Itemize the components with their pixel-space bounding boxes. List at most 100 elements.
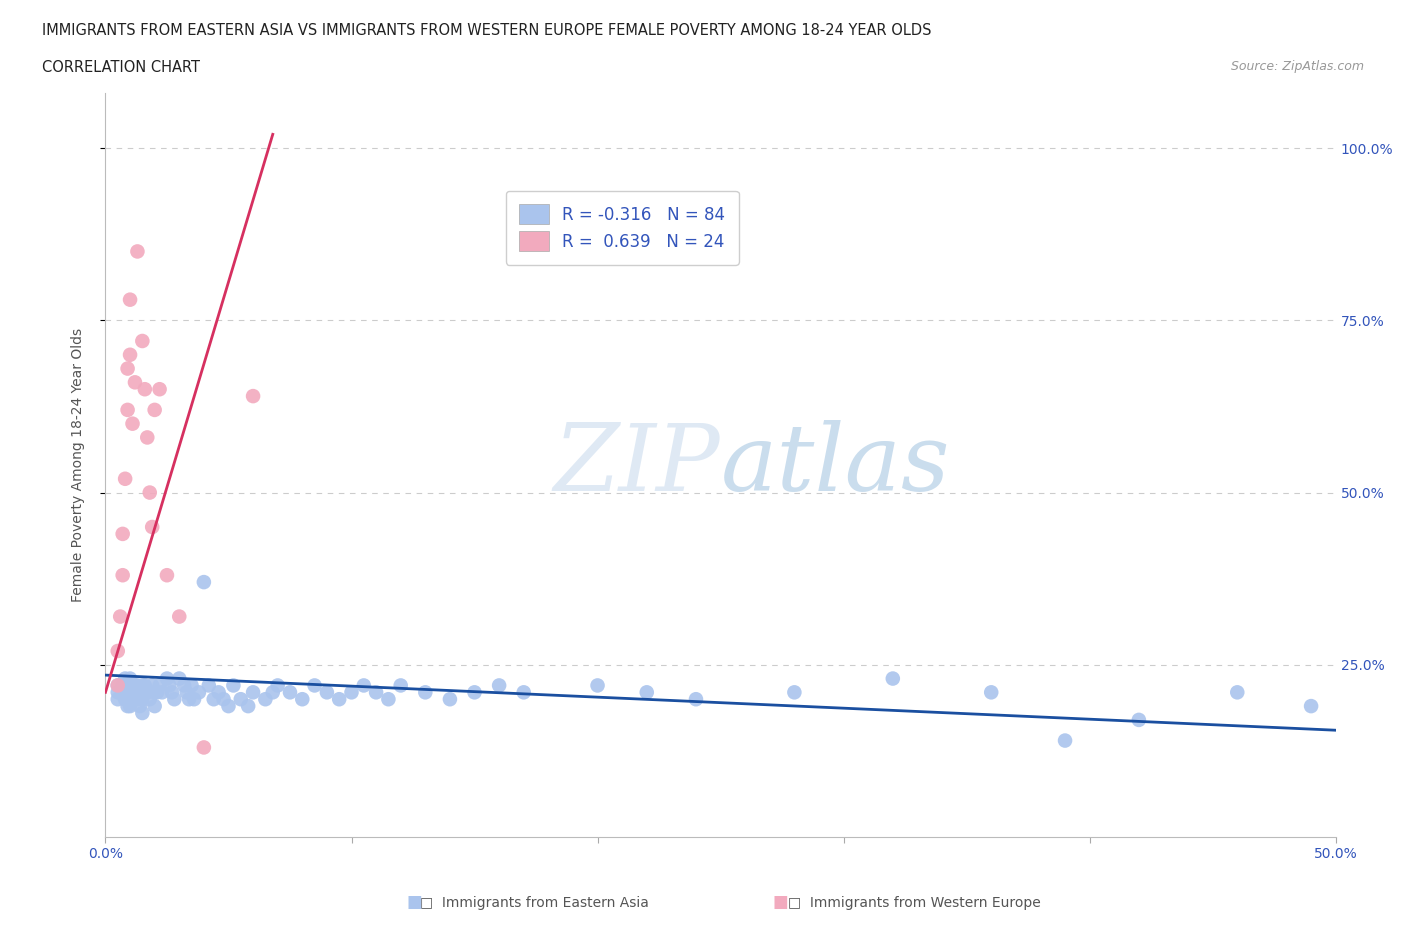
Point (183, 692, 205, 707)
Point (120, 678, 141, 693)
Point (127, 244, 149, 259)
Point (124, 678, 146, 693)
Point (173, 678, 195, 693)
Point (120, 292, 141, 307)
Point (141, 520, 163, 535)
Point (193, 740, 215, 755)
Point (131, 678, 153, 693)
Point (120, 671, 141, 686)
Point (1054, 733, 1077, 748)
Point (129, 684, 152, 699)
Point (202, 692, 225, 707)
Text: CORRELATION CHART: CORRELATION CHART (42, 60, 200, 75)
Point (131, 706, 153, 721)
Point (146, 684, 169, 699)
Point (136, 684, 159, 699)
Point (134, 382, 156, 397)
Point (131, 692, 153, 707)
Point (193, 575, 215, 590)
Point (143, 403, 166, 418)
Point (143, 684, 166, 699)
Point (218, 698, 240, 713)
Point (156, 568, 179, 583)
Point (513, 684, 536, 699)
Point (121, 692, 143, 707)
Point (212, 692, 235, 707)
Point (120, 684, 141, 699)
Text: □  Immigrants from Eastern Asia: □ Immigrants from Eastern Asia (420, 896, 648, 910)
Point (131, 334, 153, 349)
Point (114, 692, 136, 707)
Point (121, 684, 143, 699)
Point (120, 698, 141, 713)
Point (254, 692, 277, 707)
Point (160, 684, 183, 699)
Point (242, 389, 264, 404)
Point (197, 678, 221, 693)
Point (882, 671, 904, 686)
Point (149, 678, 172, 693)
Text: atlas: atlas (721, 420, 950, 510)
Point (222, 678, 245, 693)
Point (169, 609, 191, 624)
Point (366, 684, 388, 699)
Point (111, 684, 134, 699)
Legend: R = -0.316   N = 84, R =  0.639   N = 24: R = -0.316 N = 84, R = 0.639 N = 24 (506, 191, 738, 265)
Point (138, 692, 162, 707)
Point (150, 684, 173, 699)
Point (229, 692, 252, 707)
Point (121, 417, 143, 432)
Point (127, 678, 149, 693)
Point (340, 684, 363, 699)
Point (389, 678, 412, 693)
Point (117, 678, 139, 693)
Point (236, 698, 260, 713)
Point (586, 678, 609, 693)
Point (156, 671, 179, 686)
Point (117, 403, 139, 418)
Point (159, 678, 180, 693)
Point (267, 678, 290, 693)
Point (180, 678, 202, 693)
Point (120, 347, 141, 362)
Point (114, 671, 136, 686)
Text: Source: ZipAtlas.com: Source: ZipAtlas.com (1230, 60, 1364, 73)
Point (188, 684, 211, 699)
Point (107, 678, 129, 693)
Point (143, 698, 166, 713)
Point (107, 678, 129, 693)
Point (107, 692, 129, 707)
Point (111, 568, 134, 583)
Point (176, 684, 198, 699)
Point (163, 692, 186, 707)
Point (127, 692, 149, 707)
Point (117, 698, 139, 713)
Point (107, 684, 129, 699)
Point (783, 684, 806, 699)
Point (114, 472, 136, 486)
Text: □  Immigrants from Western Europe: □ Immigrants from Western Europe (787, 896, 1040, 910)
Point (315, 684, 337, 699)
Point (1301, 698, 1323, 713)
Point (439, 692, 461, 707)
Point (304, 678, 326, 693)
Point (685, 692, 707, 707)
Point (328, 692, 350, 707)
Point (415, 684, 437, 699)
Point (1128, 712, 1150, 727)
Point (208, 684, 231, 699)
Point (120, 692, 141, 707)
Point (1226, 684, 1249, 699)
Point (464, 684, 486, 699)
Text: ■: ■ (772, 893, 789, 910)
Point (136, 430, 159, 445)
Point (111, 526, 134, 541)
Point (138, 485, 162, 500)
Text: ZIP: ZIP (554, 420, 721, 510)
Point (124, 684, 146, 699)
Point (110, 609, 132, 624)
Text: IMMIGRANTS FROM EASTERN ASIA VS IMMIGRANTS FROM WESTERN EUROPE FEMALE POVERTY AM: IMMIGRANTS FROM EASTERN ASIA VS IMMIGRAN… (42, 23, 932, 38)
Point (278, 684, 301, 699)
Point (117, 684, 139, 699)
Point (134, 678, 156, 693)
